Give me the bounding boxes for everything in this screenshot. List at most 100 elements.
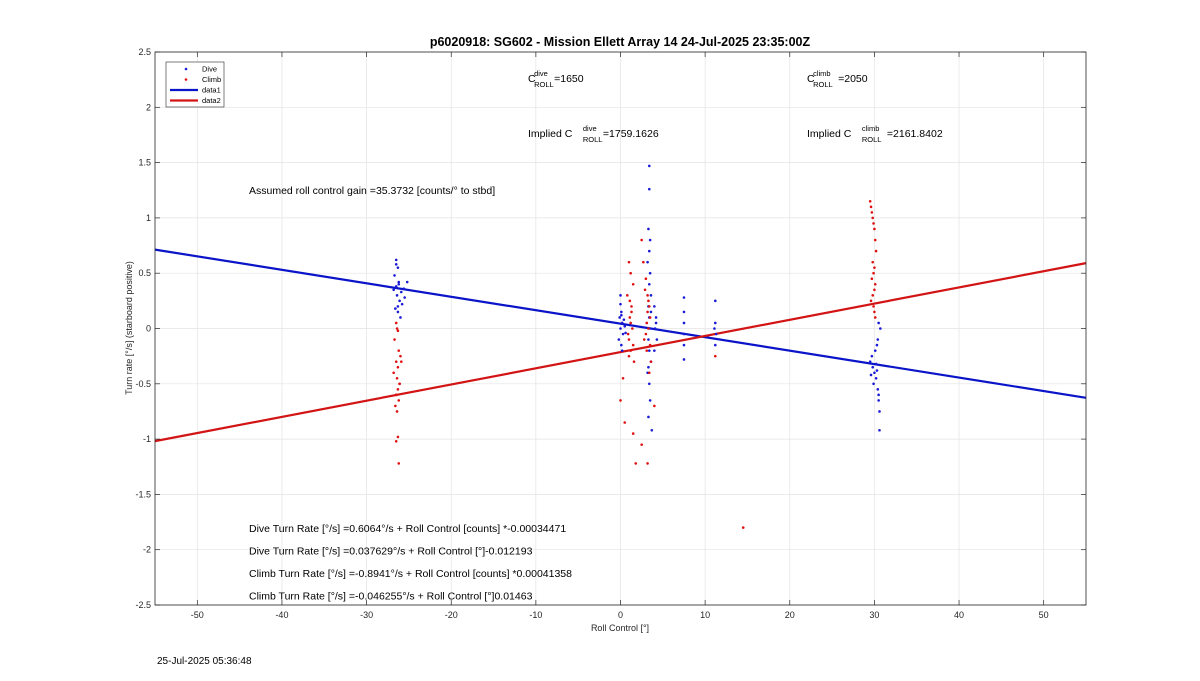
legend-label: Dive [202, 65, 217, 74]
dive-point [623, 324, 627, 328]
dive-point [394, 258, 398, 262]
fit-line-data2 [154, 262, 1087, 443]
climb-point [634, 462, 638, 465]
dive-point [655, 338, 659, 341]
climb-point [396, 329, 400, 333]
svg-text:=1650: =1650 [554, 73, 584, 85]
climb-point [647, 371, 651, 375]
y-axis-label: Turn rate [°/s] (starboard positive) [124, 261, 134, 395]
climb-point [631, 432, 635, 435]
dive-point [647, 365, 650, 369]
x-tick-label: -50 [191, 610, 204, 620]
y-tick-label: 2.5 [138, 47, 151, 57]
dive-point [622, 318, 626, 321]
svg-text:C: C [528, 73, 536, 85]
dive-point [653, 305, 656, 308]
dive-point [647, 282, 651, 286]
climb-point [629, 271, 632, 275]
climb-point [647, 299, 650, 303]
svg-text:dive: dive [534, 69, 548, 78]
climb-point [872, 222, 875, 225]
dive-point [394, 285, 398, 288]
y-tick-label: 1.5 [138, 158, 151, 168]
legend-label: Climb [202, 75, 221, 84]
dive-point [394, 263, 398, 266]
climb-point [642, 260, 645, 264]
dive-point [650, 428, 654, 432]
dive-point [868, 360, 872, 363]
dive-point [396, 310, 400, 314]
y-tick-label: -1 [143, 434, 151, 444]
dive-point [871, 365, 875, 369]
climb-point [868, 200, 872, 203]
dive-point [399, 290, 403, 294]
dive-point [876, 338, 880, 341]
dive-point [875, 343, 879, 347]
dive-point [653, 349, 656, 352]
dive-point [624, 331, 627, 335]
dive-point [400, 302, 404, 306]
svg-text:ROLL: ROLL [583, 135, 603, 144]
dive-point [873, 371, 876, 375]
dive-point [647, 187, 651, 191]
climb-point [627, 338, 631, 341]
x-tick-label: -30 [360, 610, 373, 620]
climb-point [632, 360, 636, 363]
dive-point [872, 382, 875, 386]
x-tick-label: 10 [700, 610, 710, 620]
dive-point [878, 428, 881, 432]
climb-point [873, 238, 877, 242]
dive-point [876, 388, 880, 391]
dive-point [654, 321, 658, 325]
y-tick-label: 1 [146, 213, 151, 223]
dive-point [682, 321, 686, 325]
climb-point [628, 299, 632, 303]
svg-text:ROLL: ROLL [534, 80, 554, 89]
dive-point [397, 282, 401, 286]
dive-point [874, 376, 878, 380]
climb-point [873, 316, 877, 319]
climb-point [396, 388, 400, 391]
fit-equation-label: Dive Turn Rate [°/s] =0.6064°/s + Roll C… [249, 523, 566, 535]
dive-point [870, 354, 874, 358]
dive-point [878, 410, 881, 413]
dive-point [620, 313, 623, 317]
dive-point [395, 294, 399, 297]
climb-point [873, 310, 876, 314]
climb-point [626, 332, 630, 336]
dive-point [618, 316, 621, 319]
dive-point [713, 343, 717, 347]
climb-point [646, 462, 649, 465]
climb-point [869, 205, 873, 209]
climb-point [394, 360, 398, 363]
climb-point [397, 462, 401, 465]
climb-point [648, 316, 652, 319]
y-tick-label: 2 [146, 102, 151, 112]
dive-point [648, 399, 652, 402]
dive-point [877, 399, 880, 402]
dive-point [873, 349, 877, 352]
climb-point [396, 435, 400, 439]
climb-point [646, 310, 649, 314]
climb-point [630, 305, 633, 308]
climb-point [640, 443, 643, 446]
climb-point [619, 399, 622, 402]
climb-point [394, 404, 397, 408]
svg-text:C: C [807, 73, 815, 85]
climb-point [631, 282, 635, 286]
dive-point [620, 310, 623, 314]
climb-point [653, 404, 656, 408]
dive-point [682, 332, 686, 336]
fit-equation-label: Climb Turn Rate [°/s] =-0.8941°/s + Roll… [249, 568, 572, 580]
climb-point [646, 294, 649, 297]
data-points [392, 164, 882, 529]
dive-point [402, 287, 406, 290]
svg-text:Implied C: Implied C [528, 128, 573, 140]
x-tick-label: -40 [275, 610, 288, 620]
dive-point [653, 327, 657, 330]
chart-title: p6020918: SG602 - Mission Ellett Array 1… [430, 35, 811, 49]
dive-point [713, 327, 716, 330]
dive-point [647, 249, 651, 253]
legend-label: data2 [202, 96, 221, 105]
fit-equation-label: Dive Turn Rate [°/s] =0.037629°/s + Roll… [249, 546, 533, 558]
